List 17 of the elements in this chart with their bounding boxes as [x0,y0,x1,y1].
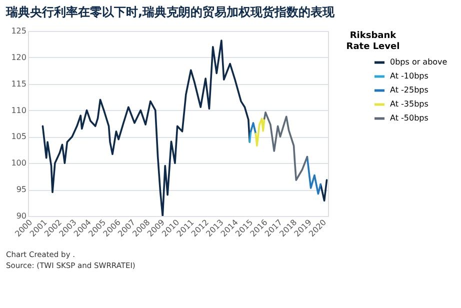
legend-label: At -10bps [390,72,428,80]
y-tick-label: 95 [16,185,26,194]
chart-title: 瑞典央行利率在零以下时,瑞典克朗的贸易加权现货指数的表现 [5,5,336,19]
line-series [263,112,308,181]
y-tick-label: 90 [16,212,26,220]
y-tick-label: 110 [11,106,26,115]
y-tick-label: 125 [11,26,26,36]
legend-title: Riksbank Rate Level [346,31,400,52]
y-tick-label: 115 [11,79,26,88]
legend-label: At -50bps [390,114,428,122]
legend-label: At -25bps [390,86,428,94]
line-series [254,118,266,147]
y-tick-label: 120 [11,52,26,62]
y-tick-label: 105 [11,132,26,142]
legend-label: At -35bps [390,100,428,108]
legend-label: 0bps or above [390,58,448,66]
y-tick-label: 100 [11,158,26,168]
